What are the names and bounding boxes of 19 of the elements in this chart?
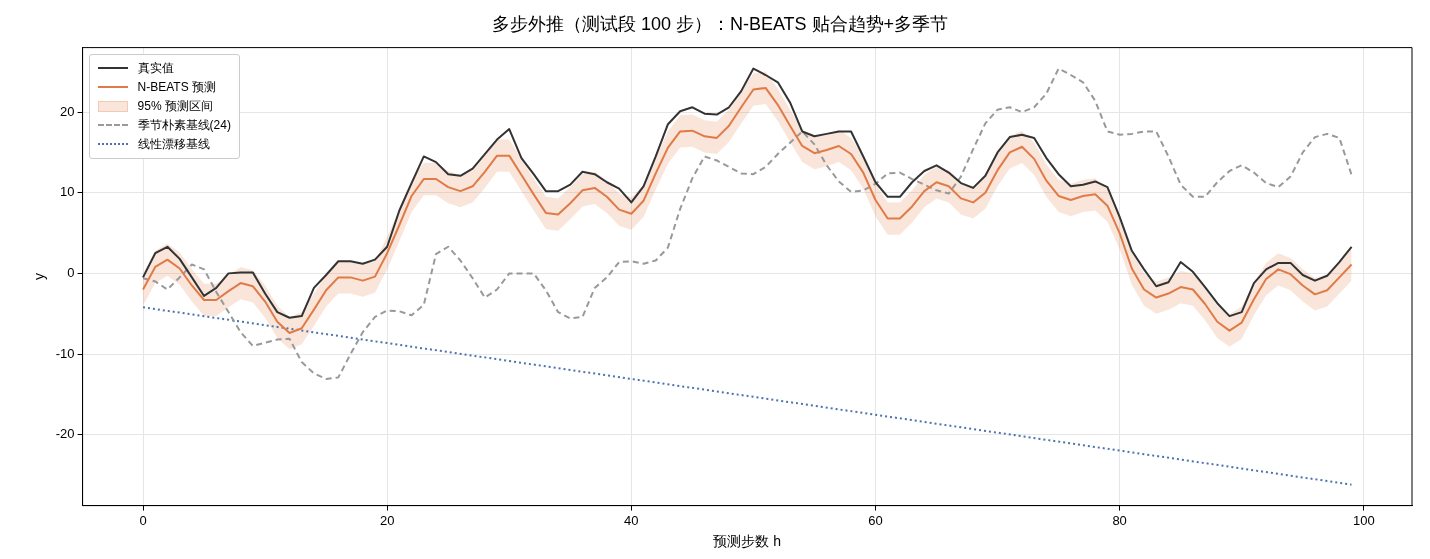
y-tick-label: 0 (67, 264, 75, 280)
y-tick-label: 20 (60, 103, 75, 119)
x-axis-title: 预测步数 h (713, 533, 782, 550)
annotation: 95% 预测区间 (137, 97, 213, 115)
x-tick-label: 100 (1352, 512, 1375, 528)
y-tick-label: -20 (55, 426, 75, 442)
x-tick-label: 40 (624, 512, 639, 528)
y-tick-label: -10 (55, 345, 75, 361)
chart-title: 多步外推（测试段 100 步）：N-BEATS 贴合趋势+多季节 (491, 13, 949, 34)
x-tick-label: 80 (1112, 512, 1127, 528)
legend-label: 季节朴素基线(24) (137, 116, 231, 134)
legend-label: N-BEATS 预测 (137, 78, 217, 96)
x-tick-label: 0 (139, 512, 147, 528)
y-axis-title: y (31, 273, 48, 281)
x-tick-label: 60 (868, 512, 883, 528)
x-tick-label: 20 (379, 512, 395, 528)
y-tick-label: 10 (60, 184, 75, 200)
legend-label: 真实值 (137, 59, 174, 77)
legend-label: 线性漂移基线 (137, 135, 210, 153)
